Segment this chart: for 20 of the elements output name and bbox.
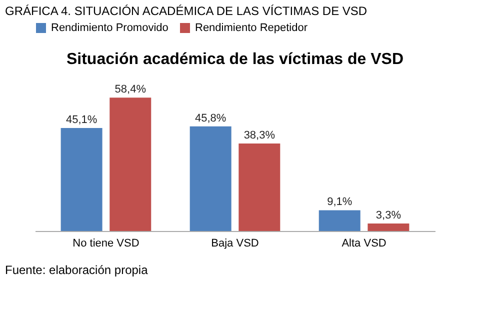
data-label: 58,4%	[114, 84, 146, 96]
data-label: 3,3%	[376, 209, 402, 222]
bar	[318, 210, 360, 231]
bar	[238, 144, 280, 231]
data-label: 9,1%	[327, 196, 352, 208]
text: GRÁFICA 4. SITUACIÓN ACADÉMICA DE LAS VÍCTIMAS DE VSD	[5, 4, 368, 18]
legend-label: Rendimiento Promovido	[51, 22, 168, 34]
x-tick-label: Alta VSD	[342, 238, 386, 250]
chart-title: Situación académica de las víctimas de VSD	[66, 51, 404, 68]
data-label: 38,3%	[244, 130, 276, 142]
bar	[368, 223, 410, 231]
legend-label: Rendimiento Repetidor	[195, 22, 308, 34]
bar	[110, 98, 152, 231]
x-tick-label: Baja VSD	[211, 238, 259, 250]
bar	[60, 128, 102, 231]
data-label: 45,1%	[66, 114, 98, 126]
data-label: 45,8%	[194, 112, 226, 124]
bar	[190, 126, 232, 231]
source-note: Fuente: elaboración propia	[5, 263, 148, 277]
x-tick-label: No tiene VSD	[72, 238, 140, 250]
